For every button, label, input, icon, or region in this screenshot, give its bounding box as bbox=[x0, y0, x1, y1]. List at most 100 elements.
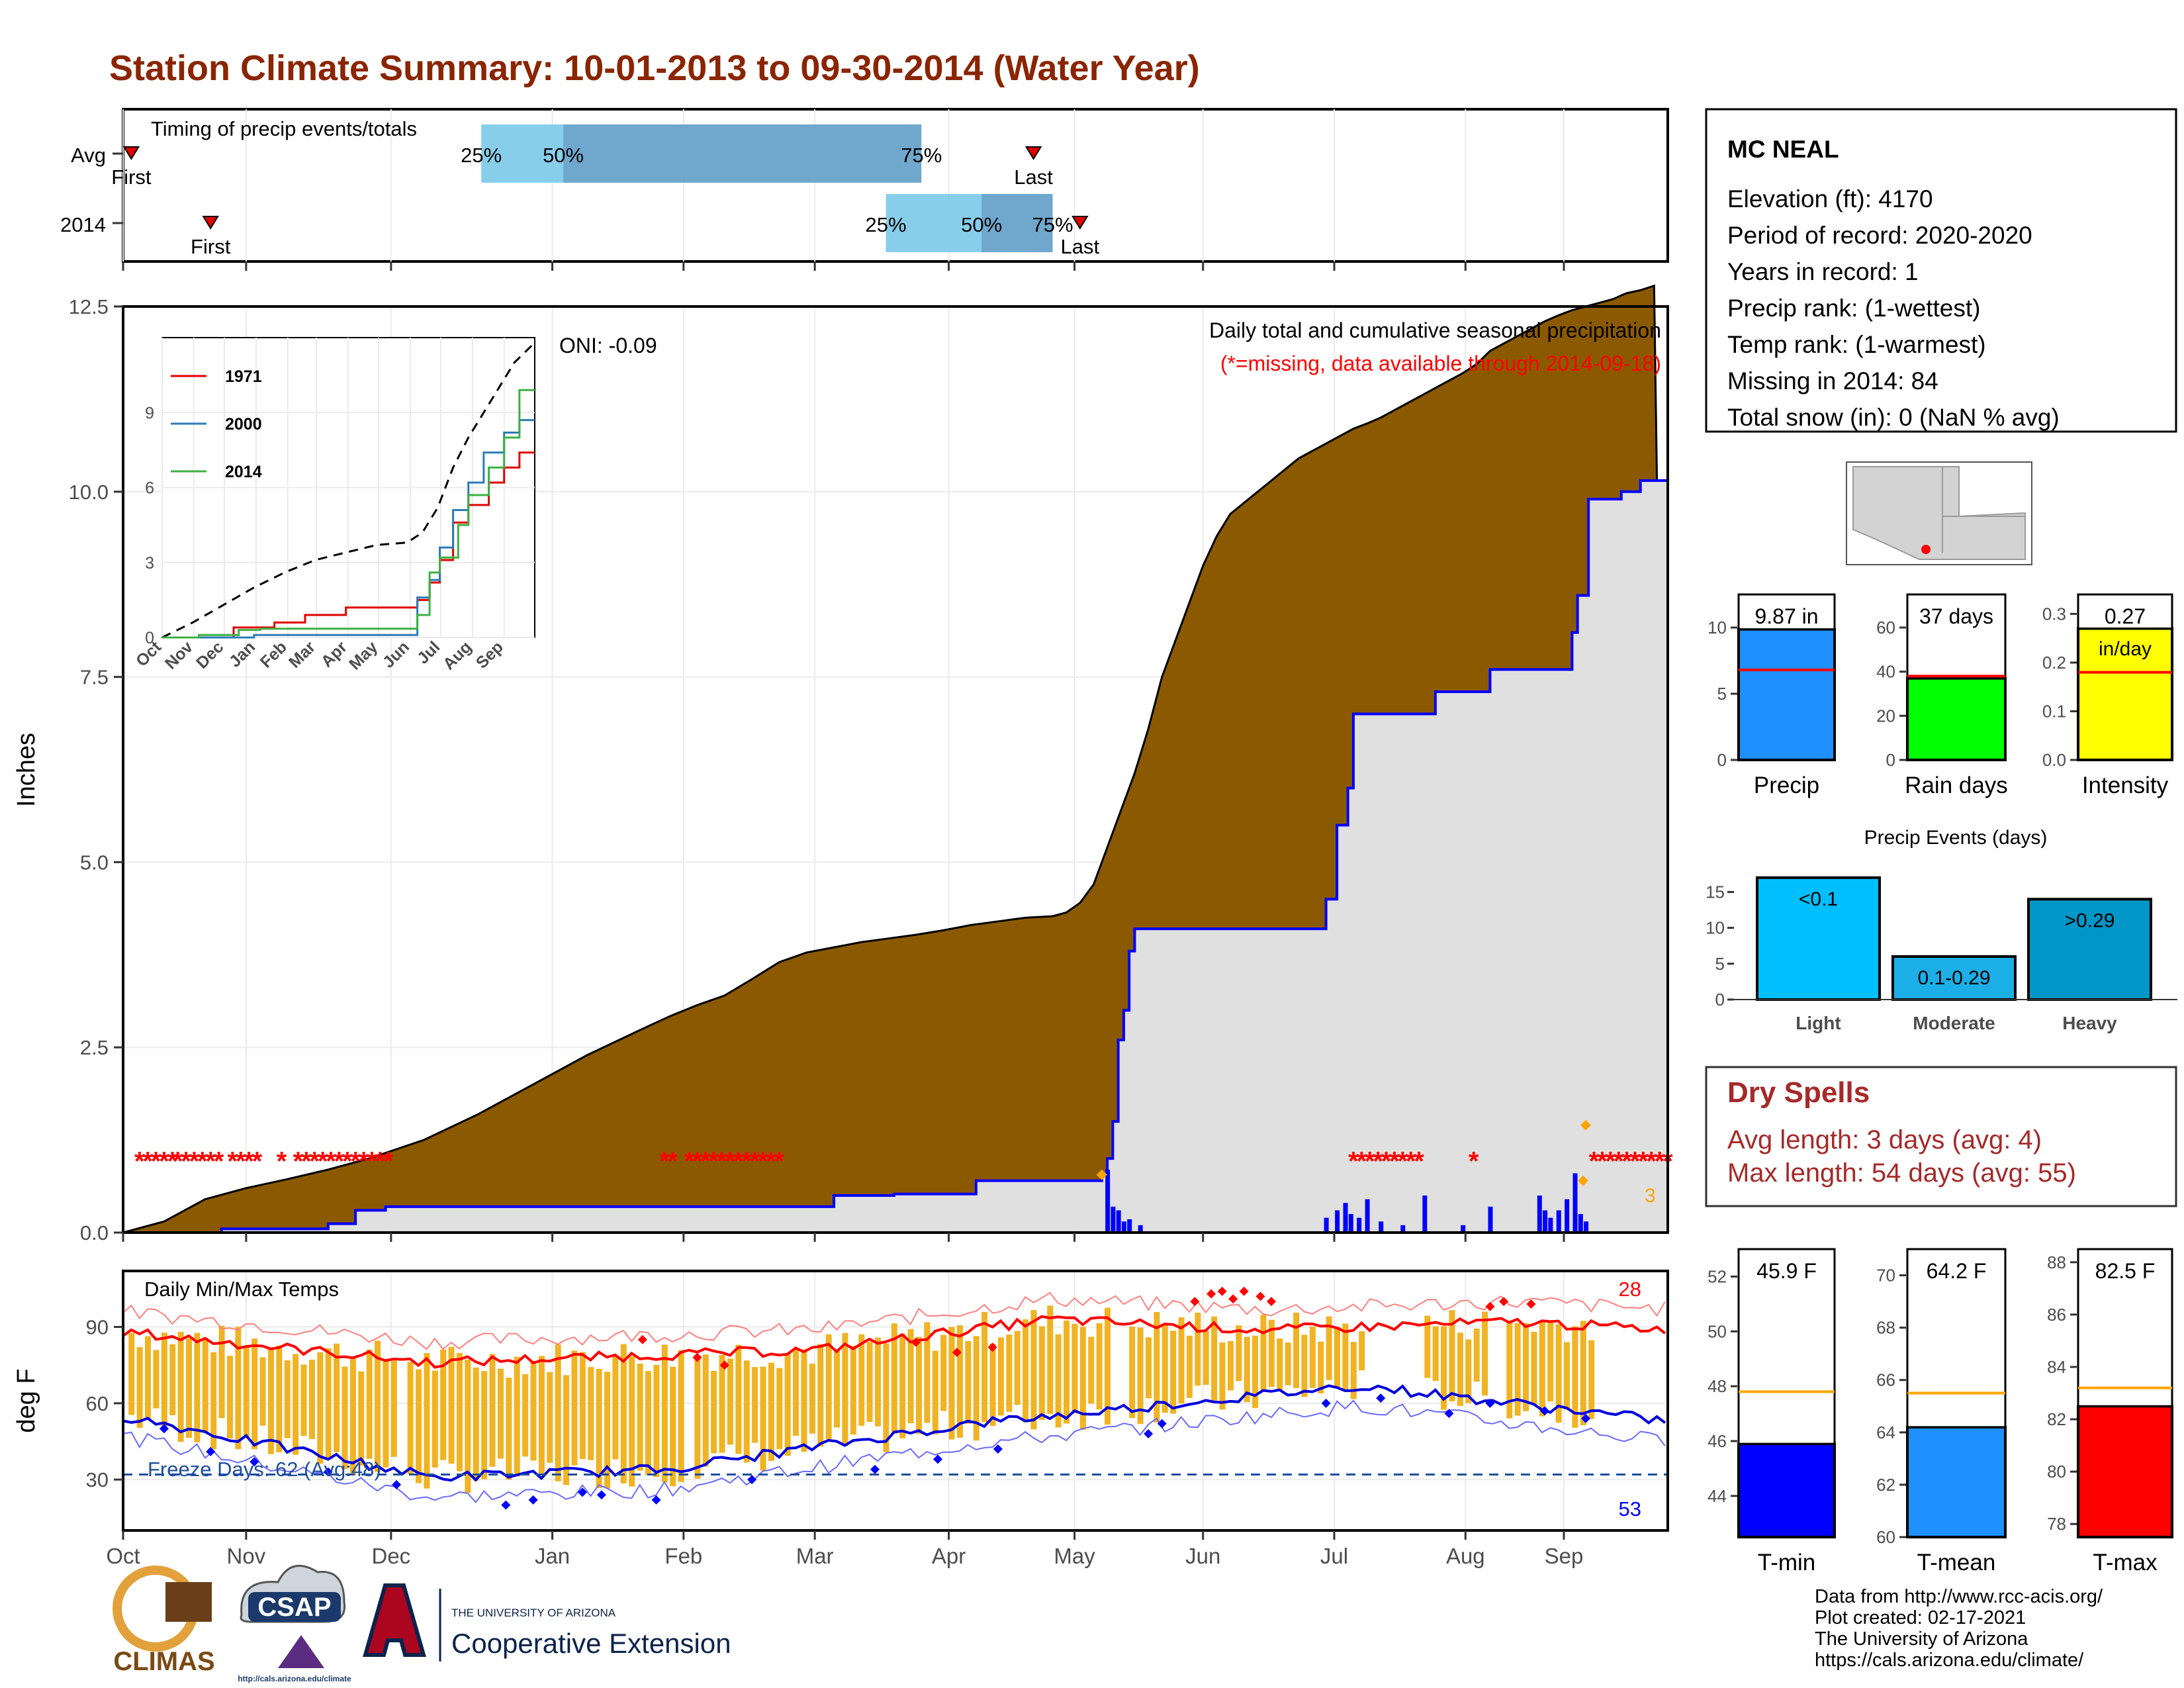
daily-temp-range-bar bbox=[1088, 1336, 1095, 1404]
station-info-line: Precip rank: (1-wettest) bbox=[1727, 295, 1980, 322]
daily-temp-range-bar bbox=[834, 1349, 841, 1428]
daily-temp-range-bar bbox=[1564, 1342, 1570, 1410]
missing-star: * bbox=[227, 1147, 238, 1176]
hot-day-diamond bbox=[1190, 1297, 1200, 1307]
daily-temp-range-bar bbox=[1252, 1335, 1259, 1409]
daily-temp-range-bar bbox=[202, 1337, 208, 1432]
tmin-ytick-label: 52 bbox=[1707, 1266, 1727, 1286]
cold-day-diamond bbox=[1540, 1406, 1550, 1416]
daily-precip-bar bbox=[1348, 1214, 1353, 1233]
daily-temp-range-bar bbox=[842, 1333, 848, 1446]
inset-ytick-label: 6 bbox=[145, 479, 154, 498]
station-location-dot bbox=[1921, 545, 1931, 554]
daily-temp-range-bar bbox=[825, 1334, 832, 1439]
daily-temp-range-bar bbox=[1539, 1321, 1545, 1417]
missing-star: * bbox=[1389, 1147, 1400, 1176]
daily-temp-range-bar bbox=[128, 1333, 135, 1415]
csap-logo-mountain bbox=[278, 1635, 324, 1668]
rain-days-ytick-label: 20 bbox=[1876, 706, 1895, 726]
daily-temp-range-bar bbox=[850, 1345, 856, 1435]
precip-total-bar bbox=[1737, 628, 1836, 761]
intensity-unit-label: in/day bbox=[2099, 638, 2152, 660]
inset-ytick-label: 0 bbox=[145, 629, 154, 647]
intensity-ytick-label: 0.1 bbox=[2042, 701, 2066, 721]
timing-row-label: Avg bbox=[71, 144, 106, 167]
daily-temp-range-bar bbox=[702, 1354, 709, 1467]
precip-event-bar-label: >0.29 bbox=[2065, 910, 2115, 931]
daily-temp-range-bar bbox=[915, 1336, 922, 1434]
daily-precip-bar bbox=[1537, 1196, 1542, 1233]
daily-temp-range-bar bbox=[1482, 1311, 1488, 1396]
inset-legend-label: 2000 bbox=[225, 415, 262, 434]
missing-star: * bbox=[1605, 1147, 1615, 1176]
daily-temp-range-bar bbox=[194, 1333, 201, 1442]
missing-star: * bbox=[151, 1147, 161, 1176]
daily-temp-range-bar bbox=[169, 1344, 176, 1415]
daily-temp-range-bar bbox=[375, 1340, 381, 1472]
daily-temp-range-bar bbox=[711, 1370, 717, 1454]
missing-star: * bbox=[741, 1147, 752, 1176]
precip-event-bar bbox=[2027, 898, 2152, 1002]
missing-star: * bbox=[244, 1147, 254, 1176]
tmax-bar bbox=[2077, 1405, 2173, 1538]
daily-temp-range-bar bbox=[1580, 1321, 1586, 1426]
precip-total-name-label: Precip bbox=[1754, 773, 1819, 798]
daily-temp-range-bar bbox=[226, 1356, 233, 1439]
daily-precip-bar bbox=[1565, 1199, 1570, 1233]
missing-star: * bbox=[277, 1147, 287, 1176]
daily-temp-range-bar bbox=[678, 1350, 684, 1482]
daily-temp-range-bar bbox=[145, 1336, 152, 1421]
daily-temp-range-bar bbox=[1178, 1317, 1185, 1404]
daily-temp-range-bar bbox=[349, 1356, 356, 1476]
daily-temp-range-bar bbox=[1137, 1327, 1144, 1425]
daily-precip-bar bbox=[1111, 1206, 1116, 1233]
hot-day-diamond bbox=[1228, 1294, 1238, 1304]
daily-temp-range-bar bbox=[1064, 1320, 1070, 1424]
daily-temp-range-bar bbox=[891, 1323, 897, 1434]
missing-diamond bbox=[1096, 1169, 1107, 1180]
tmax-value-label: 82.5 F bbox=[2095, 1259, 2156, 1283]
daily-temp-range-bar bbox=[383, 1360, 389, 1468]
daily-temp-range-bar bbox=[325, 1348, 332, 1460]
daily-temp-range-bar bbox=[973, 1336, 979, 1441]
daily-temp-range-bar bbox=[940, 1335, 947, 1411]
csap-logo-text: CSAP bbox=[257, 1593, 331, 1622]
daily-temp-range-bar bbox=[1432, 1326, 1439, 1382]
daily-temp-range-bar bbox=[1473, 1329, 1480, 1382]
daily-temp-range-bar bbox=[1359, 1331, 1365, 1371]
daily-temp-range-bar bbox=[694, 1357, 701, 1479]
station-name: MC NEAL bbox=[1727, 136, 1839, 163]
timing-bar-dark bbox=[981, 194, 1053, 252]
daily-temp-range-bar bbox=[547, 1372, 553, 1463]
daily-temp-range-bar bbox=[981, 1311, 988, 1423]
month-label: Mar bbox=[796, 1544, 834, 1568]
timing-bar-dark bbox=[563, 124, 922, 183]
daily-temp-range-bar bbox=[1030, 1310, 1037, 1430]
daily-precip-bar bbox=[1584, 1221, 1589, 1233]
daily-temp-range-bar bbox=[989, 1344, 996, 1427]
daily-temp-range-bar bbox=[1129, 1327, 1136, 1419]
daily-temp-range-bar bbox=[817, 1344, 824, 1447]
timing-marker bbox=[1071, 216, 1089, 230]
precip-total-value-label: 9.87 in bbox=[1754, 604, 1818, 628]
inset-series-1971 bbox=[162, 451, 535, 639]
daily-precip-bar bbox=[1422, 1196, 1428, 1233]
daily-temp-range-bar bbox=[514, 1356, 520, 1477]
ua-block-a-logo bbox=[363, 1583, 426, 1657]
missing-star: * bbox=[167, 1147, 178, 1176]
daily-precip-bar bbox=[1365, 1199, 1370, 1233]
daily-temp-range-bar bbox=[858, 1334, 865, 1426]
timing-marker-label: First bbox=[111, 165, 152, 189]
daily-precip-bar bbox=[1400, 1225, 1406, 1233]
daily-temp-range-bar bbox=[1170, 1331, 1177, 1414]
timing-bar-light bbox=[886, 194, 982, 252]
precip-event-bar-label: <0.1 bbox=[1799, 888, 1838, 910]
hot-day-diamond bbox=[1485, 1301, 1495, 1311]
tmean-ytick-label: 62 bbox=[1876, 1475, 1895, 1495]
tmin-ytick-label: 46 bbox=[1707, 1431, 1727, 1451]
daily-precip-bar bbox=[1121, 1221, 1126, 1233]
missing-star: * bbox=[758, 1147, 768, 1176]
tmin-name-label: T-min bbox=[1758, 1550, 1816, 1575]
missing-star: * bbox=[205, 1147, 216, 1176]
daily-temp-range-bar bbox=[1588, 1340, 1595, 1419]
